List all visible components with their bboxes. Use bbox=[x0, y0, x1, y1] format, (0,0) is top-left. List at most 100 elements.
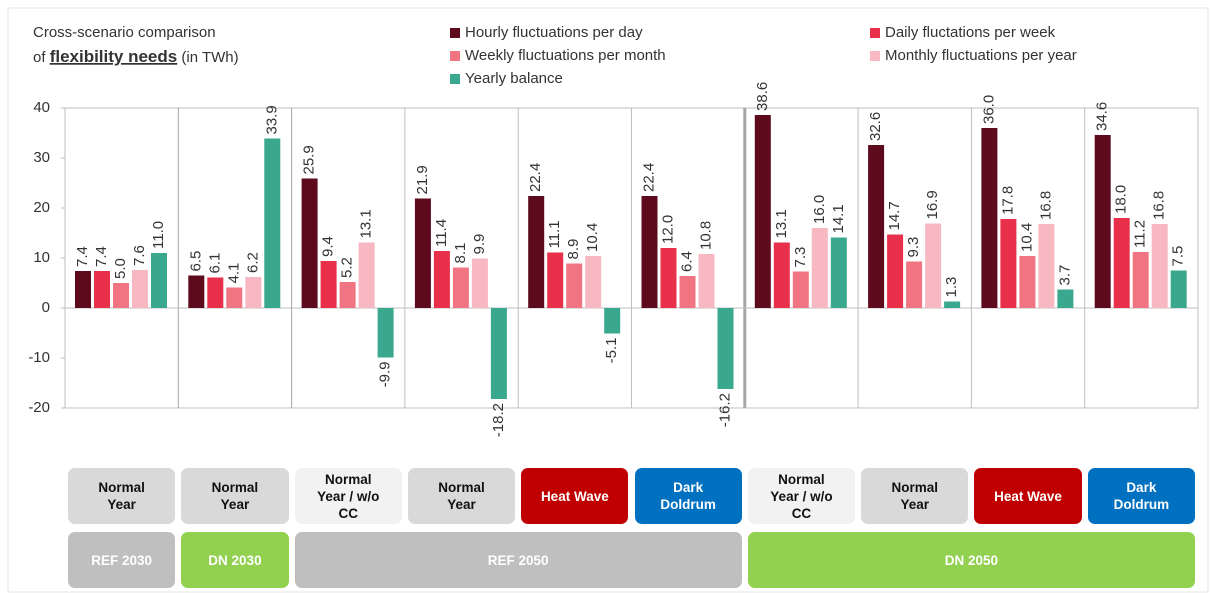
y-tick-label: 10 bbox=[33, 249, 50, 266]
y-tick-label: -10 bbox=[28, 349, 50, 366]
value-label: 7.4 bbox=[93, 246, 110, 267]
value-label: 17.8 bbox=[999, 186, 1016, 215]
bar bbox=[585, 256, 602, 308]
bar bbox=[1019, 256, 1036, 308]
value-label: 12.0 bbox=[659, 215, 676, 244]
bar bbox=[717, 308, 734, 389]
group-label-text: REF 2050 bbox=[487, 552, 549, 568]
bar bbox=[868, 145, 885, 308]
value-label: 7.6 bbox=[131, 245, 148, 266]
title-line1: Cross-scenario comparison bbox=[33, 24, 216, 41]
bar bbox=[113, 283, 129, 308]
value-label: 34.6 bbox=[1094, 102, 1111, 131]
group-label: DN 2050 bbox=[747, 532, 1195, 588]
bar bbox=[566, 263, 583, 308]
bar bbox=[754, 115, 771, 308]
value-label: 10.4 bbox=[584, 223, 601, 252]
value-label: 6.5 bbox=[187, 251, 204, 272]
category-label-text: Dark Doldrum bbox=[1113, 480, 1170, 512]
bar bbox=[377, 308, 394, 358]
bar bbox=[1038, 224, 1055, 308]
legend-swatch bbox=[450, 28, 460, 38]
bar bbox=[320, 261, 337, 308]
group-label-text: DN 2030 bbox=[208, 552, 262, 568]
value-label: 13.1 bbox=[358, 209, 375, 238]
bar bbox=[471, 258, 488, 308]
title-line2: of flexibility needs (in TWh) bbox=[33, 47, 239, 66]
category-label: Normal Year / w/o CC bbox=[294, 468, 402, 524]
value-label: 3.7 bbox=[1056, 265, 1073, 286]
bar bbox=[1132, 252, 1149, 308]
bar bbox=[1094, 135, 1111, 308]
frame bbox=[7, 7, 1209, 593]
value-label: 8.9 bbox=[565, 239, 582, 260]
bar bbox=[641, 196, 658, 308]
legend-label: Daily fluctations per week bbox=[885, 24, 1056, 41]
category-label-text: Heat Wave bbox=[540, 488, 609, 504]
legend-label: Weekly fluctuations per month bbox=[465, 47, 666, 64]
bar bbox=[1113, 218, 1130, 308]
bar bbox=[925, 223, 942, 308]
value-label: 6.1 bbox=[206, 253, 223, 274]
bar bbox=[207, 277, 224, 308]
value-label: 6.2 bbox=[244, 252, 261, 273]
value-label: 11.2 bbox=[1132, 220, 1149, 248]
category-label-text: Normal Year / w/o CC bbox=[317, 471, 380, 521]
category-label: Heat Wave bbox=[974, 468, 1082, 524]
value-label: 16.8 bbox=[1151, 191, 1168, 220]
value-label: 22.4 bbox=[640, 163, 657, 192]
category-label: Normal Year bbox=[861, 468, 969, 524]
value-label: 1.3 bbox=[943, 277, 960, 298]
bar bbox=[490, 308, 507, 399]
legend-label: Hourly fluctuations per day bbox=[465, 24, 643, 41]
value-label: 5.0 bbox=[112, 258, 129, 279]
bar bbox=[906, 261, 923, 308]
category-label: Heat Wave bbox=[521, 468, 629, 524]
bar bbox=[887, 234, 904, 308]
bar bbox=[528, 196, 545, 308]
group-label: DN 2030 bbox=[181, 532, 289, 588]
value-label: 32.6 bbox=[867, 112, 884, 141]
value-label: 16.0 bbox=[811, 195, 828, 224]
bar bbox=[1057, 289, 1074, 308]
category-label: Normal Year bbox=[181, 468, 289, 524]
category-label: Normal Year bbox=[68, 468, 176, 524]
bar bbox=[414, 198, 431, 308]
group-label-text: REF 2030 bbox=[91, 552, 153, 568]
bar bbox=[339, 282, 356, 308]
value-label: 16.9 bbox=[924, 190, 941, 219]
bar bbox=[245, 277, 262, 308]
category-label-text: Normal Year bbox=[438, 480, 485, 512]
bar bbox=[660, 248, 677, 308]
bar bbox=[75, 271, 91, 308]
value-label: 9.9 bbox=[471, 234, 488, 255]
bar bbox=[679, 276, 696, 308]
category-label-text: Normal Year bbox=[891, 480, 938, 512]
category-label: Normal Year / w/o CC bbox=[747, 468, 856, 524]
bar bbox=[547, 252, 564, 308]
bar bbox=[792, 271, 809, 308]
value-label: 13.1 bbox=[773, 209, 790, 238]
value-label: 10.8 bbox=[697, 221, 714, 250]
bar bbox=[604, 308, 621, 334]
value-label: 7.5 bbox=[1170, 246, 1187, 267]
value-label: 36.0 bbox=[980, 95, 997, 124]
value-label: 8.1 bbox=[452, 243, 469, 264]
value-label: 16.8 bbox=[1037, 191, 1054, 220]
value-label: 4.1 bbox=[225, 263, 242, 284]
legend-swatch bbox=[450, 51, 460, 61]
value-label: -9.9 bbox=[377, 362, 394, 388]
bar bbox=[264, 138, 281, 308]
value-label: 38.6 bbox=[754, 82, 771, 111]
value-label: 9.3 bbox=[905, 237, 922, 258]
bar bbox=[981, 128, 998, 308]
group-label: REF 2050 bbox=[294, 532, 742, 588]
legend-label: Monthly fluctuations per year bbox=[885, 47, 1077, 64]
legend-swatch bbox=[870, 51, 880, 61]
legend-swatch bbox=[450, 74, 460, 84]
legend-label: Yearly balance bbox=[465, 70, 563, 87]
value-label: 22.4 bbox=[527, 163, 544, 192]
bar bbox=[1170, 270, 1187, 308]
legend-swatch bbox=[870, 28, 880, 38]
y-tick-label: 40 bbox=[33, 99, 50, 116]
